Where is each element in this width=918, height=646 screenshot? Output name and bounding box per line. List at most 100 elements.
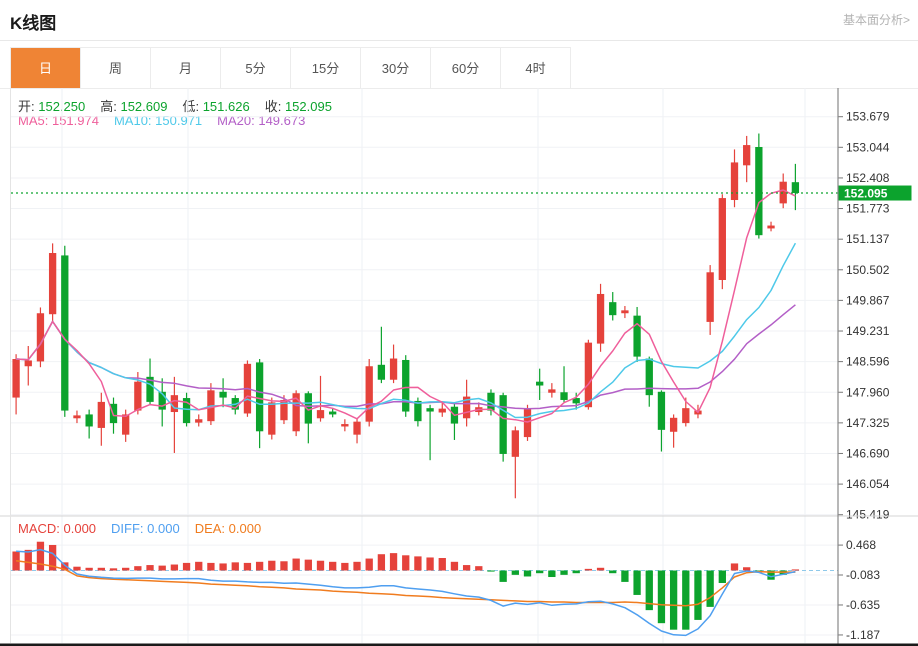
- macd-bar: [182, 562, 191, 571]
- macd-bar: [426, 557, 434, 571]
- candle: [536, 368, 544, 400]
- tab-week[interactable]: 周: [81, 48, 151, 89]
- candle: [280, 395, 288, 425]
- tab-4hour[interactable]: 4时: [501, 48, 571, 89]
- price-axis-label: 153.679: [846, 110, 890, 124]
- macd-bar: [414, 556, 422, 571]
- tab-day[interactable]: 日: [11, 48, 81, 89]
- macd-bar: [706, 570, 714, 607]
- candle: [377, 326, 386, 384]
- macd-bar: [791, 569, 800, 571]
- macd-bar: [609, 570, 617, 574]
- candle: [718, 194, 726, 290]
- candle: [170, 376, 179, 453]
- bottom-border: [0, 643, 918, 646]
- macd-bar: [633, 570, 641, 595]
- candle: [61, 245, 69, 417]
- candle: [426, 404, 434, 461]
- macd-bar: [377, 554, 386, 571]
- price-axis-label: 146.054: [846, 477, 890, 491]
- tab-5min[interactable]: 5分: [221, 48, 291, 89]
- price-axis-label: 151.137: [846, 232, 890, 246]
- macd-bar: [584, 568, 593, 571]
- candle: [669, 414, 678, 448]
- candle: [36, 307, 45, 368]
- macd-bar: [487, 570, 495, 572]
- macd-bar: [560, 570, 568, 575]
- candle: [146, 358, 154, 405]
- candle: [730, 149, 739, 208]
- price-axis-label: 153.044: [846, 140, 890, 154]
- candle: [609, 292, 617, 321]
- candle: [365, 359, 373, 427]
- macd-bar: [207, 562, 215, 571]
- macd-bar: [645, 570, 653, 611]
- macd-bar: [669, 570, 678, 630]
- macd-bar: [304, 559, 312, 571]
- tab-month[interactable]: 月: [151, 48, 221, 89]
- macd-bar: [536, 570, 544, 574]
- candle: [743, 135, 751, 183]
- macd-bar: [109, 568, 118, 571]
- price-axis-label: 150.502: [846, 263, 890, 277]
- candle: [353, 418, 361, 444]
- candle: [48, 243, 57, 323]
- macd-bar: [523, 570, 532, 577]
- kline-chart[interactable]: 153.679 153.044 152.408 151.773 151.137 150.5…: [0, 88, 918, 646]
- ma5-line: [16, 189, 796, 423]
- tab-30min[interactable]: 30分: [361, 48, 431, 89]
- price-axis-label: 147.960: [846, 385, 890, 399]
- candle: [767, 221, 775, 232]
- candle: [633, 306, 641, 362]
- price-axis-label: 147.325: [846, 416, 890, 430]
- macd-bar: [438, 558, 446, 571]
- macd-bar: [511, 570, 519, 575]
- ma20-line: [16, 304, 796, 410]
- candle: [316, 375, 325, 422]
- macd-bar: [389, 553, 398, 571]
- candle: [548, 383, 556, 398]
- candle: [779, 173, 787, 209]
- macd-axis-label: -0.083: [846, 568, 880, 582]
- macd-bar: [85, 567, 93, 571]
- macd-bar: [450, 561, 459, 571]
- candle: [584, 339, 593, 410]
- price-axis-label: 149.231: [846, 324, 890, 338]
- candle: [304, 391, 312, 444]
- candle: [24, 346, 32, 386]
- candle: [97, 392, 105, 446]
- candle: [292, 390, 300, 437]
- macd-bar: [73, 566, 81, 571]
- fundamental-analysis-link[interactable]: 基本面分析>: [842, 13, 910, 27]
- macd-bar: [158, 565, 166, 571]
- candle: [402, 355, 410, 417]
- candle: [438, 402, 446, 417]
- candle: [755, 133, 763, 239]
- macd-bar: [682, 570, 690, 630]
- macd-bar: [548, 570, 556, 578]
- divider: [0, 88, 918, 89]
- macd-axis-label: -0.635: [846, 598, 880, 612]
- candle: [791, 163, 800, 211]
- tab-15min[interactable]: 15分: [291, 48, 361, 89]
- current-price-tag: [838, 185, 912, 201]
- macd-bar: [219, 563, 227, 571]
- macd-bar: [694, 570, 702, 620]
- macd-bar: [134, 566, 142, 571]
- diff-line: [16, 548, 796, 637]
- candle: [706, 265, 714, 335]
- candle: [523, 404, 532, 441]
- tab-60min[interactable]: 60分: [431, 48, 501, 89]
- macd-bar: [97, 567, 105, 571]
- candle: [195, 414, 203, 427]
- candle: [341, 419, 349, 432]
- price-axis-label: 146.690: [846, 446, 890, 460]
- macd-axis-label: 0.468: [846, 538, 876, 552]
- page-title: K线图: [10, 14, 57, 33]
- macd-bar: [280, 561, 288, 571]
- macd-bar: [170, 564, 179, 571]
- ma10-line: [16, 242, 797, 419]
- macd-bar: [48, 544, 57, 571]
- macd-bar: [730, 563, 739, 571]
- macd-bar: [475, 566, 483, 571]
